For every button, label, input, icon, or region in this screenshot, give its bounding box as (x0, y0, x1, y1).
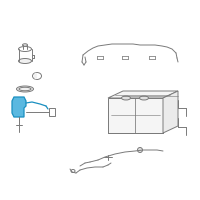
Ellipse shape (16, 86, 34, 92)
Polygon shape (108, 91, 178, 98)
Ellipse shape (140, 96, 148, 100)
Ellipse shape (18, 58, 32, 64)
Polygon shape (12, 97, 26, 117)
Polygon shape (163, 91, 178, 133)
Polygon shape (108, 98, 163, 133)
Bar (49, 108, 55, 116)
Ellipse shape (138, 148, 142, 152)
Ellipse shape (22, 44, 28, 46)
Ellipse shape (122, 96, 130, 100)
